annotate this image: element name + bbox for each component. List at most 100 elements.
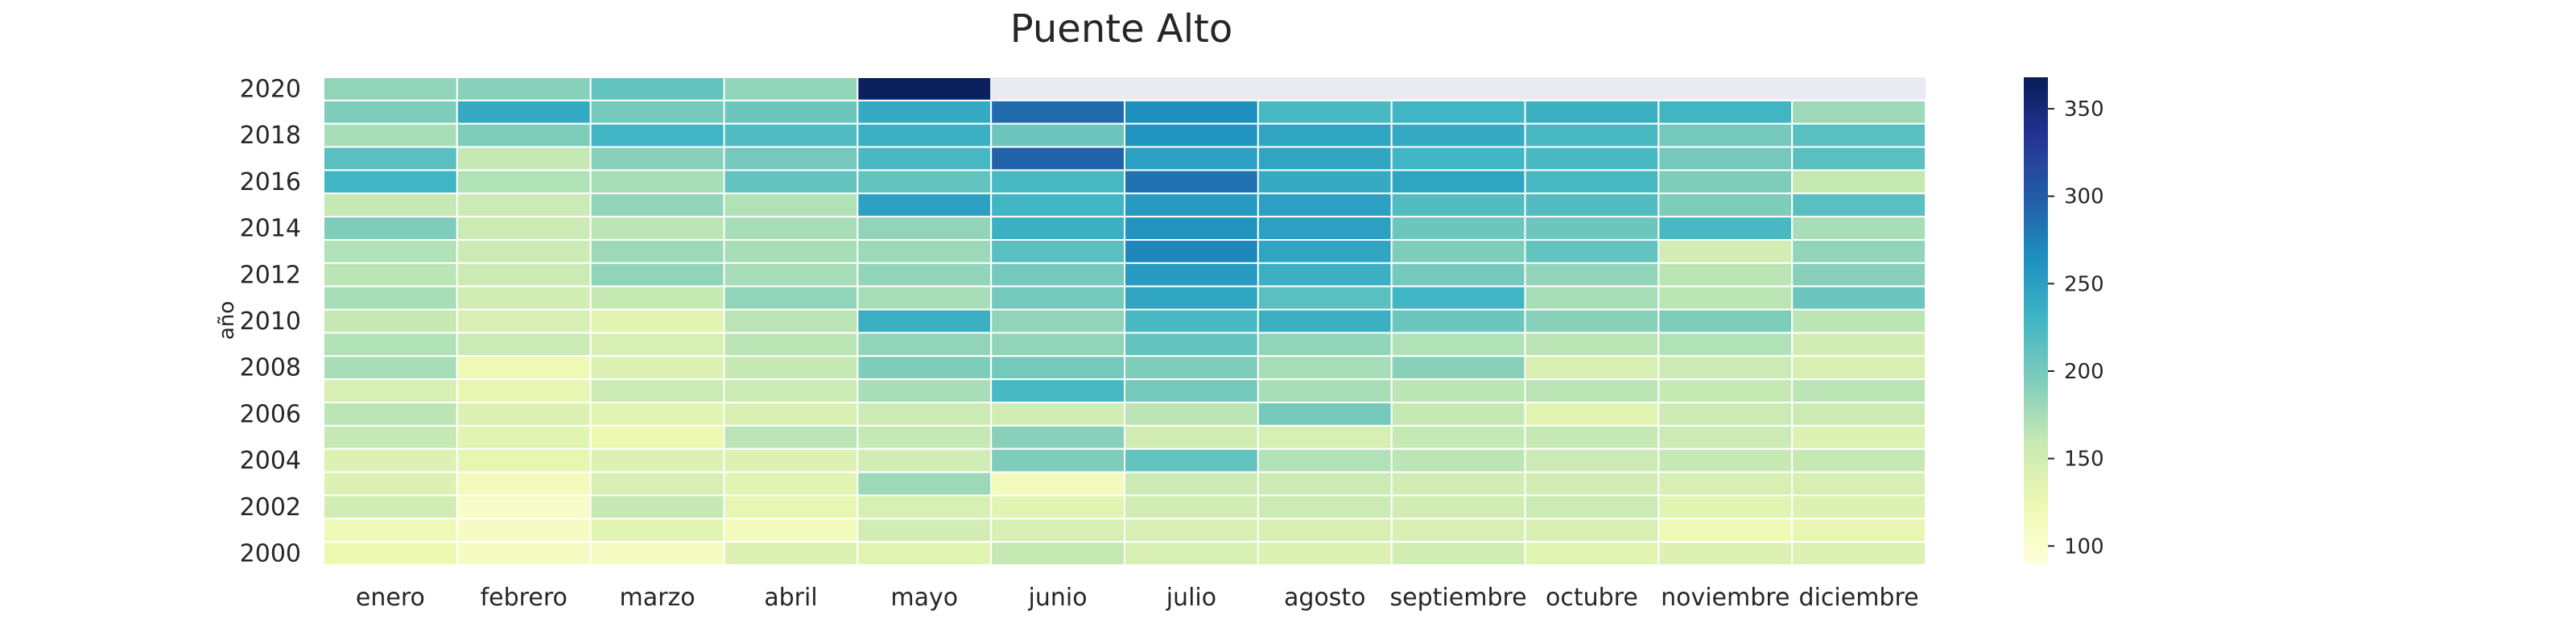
heatmap-cell	[1525, 77, 1659, 101]
heatmap-cell	[323, 122, 458, 148]
heatmap-cell	[857, 285, 993, 311]
heatmap-cell	[1791, 285, 1927, 311]
heatmap-cell	[1390, 216, 1526, 241]
heatmap-cell	[857, 192, 993, 218]
heatmap-cell	[1124, 541, 1259, 567]
heatmap-cell	[723, 146, 859, 171]
heatmap-cell	[589, 169, 725, 195]
heatmap-cell	[990, 471, 1125, 497]
heatmap-cell	[589, 192, 725, 218]
heatmap-cell	[990, 169, 1125, 195]
heatmap-cell	[1657, 424, 1794, 450]
heatmap-cell	[1257, 239, 1393, 264]
heatmap-cell	[323, 332, 458, 357]
heatmap-cell	[1791, 378, 1927, 403]
heatmap-cell	[857, 355, 993, 381]
x-tick-label: julio	[1166, 584, 1216, 612]
heatmap-cell	[723, 494, 859, 520]
heatmap-cell	[1657, 378, 1794, 403]
heatmap-cell	[456, 494, 592, 520]
heatmap-cell	[1390, 355, 1526, 381]
heatmap-cell	[456, 192, 592, 218]
heatmap-cell	[857, 541, 993, 567]
heatmap-cell	[323, 239, 458, 264]
colorbar	[2024, 77, 2048, 564]
heatmap-cell	[1257, 169, 1393, 195]
heatmap-cell	[1791, 192, 1927, 218]
chart-title: Puente Alto	[1010, 6, 1232, 52]
heatmap-cell	[857, 494, 993, 520]
heatmap-cell	[323, 471, 458, 497]
heatmap-cell	[1124, 308, 1259, 334]
y-tick-label: 2004	[240, 447, 301, 475]
heatmap-cell	[990, 448, 1125, 473]
heatmap-cell	[1791, 308, 1927, 334]
heatmap-cell	[1124, 239, 1259, 264]
heatmap-cell	[456, 262, 592, 287]
heatmap-cell	[456, 216, 592, 241]
heatmap-cell	[857, 448, 993, 473]
y-tick-label: 2018	[240, 122, 301, 150]
heatmap-cell	[1524, 332, 1660, 357]
colorbar-tick-label: 350	[2064, 97, 2104, 122]
heatmap-cell	[990, 308, 1125, 334]
heatmap-cell	[990, 122, 1125, 148]
heatmap-cell	[589, 424, 725, 450]
heatmap-cell	[990, 262, 1125, 287]
heatmap-cell	[1657, 518, 1794, 543]
heatmap-cell	[323, 424, 458, 450]
heatmap-cell	[589, 216, 725, 241]
heatmap-cell	[1124, 448, 1259, 473]
heatmap-cell	[1390, 402, 1526, 427]
heatmap-cell	[723, 308, 859, 334]
heatmap-cell	[1124, 216, 1259, 241]
heatmap-cell	[1124, 494, 1259, 520]
x-tick-label: febrero	[481, 584, 568, 612]
heatmap-cell	[589, 541, 725, 567]
heatmap-cell	[456, 448, 592, 473]
heatmap-cell	[990, 192, 1125, 218]
heatmap-cell	[1524, 424, 1660, 450]
heatmap-cell	[723, 332, 859, 357]
heatmap-cell	[991, 77, 1125, 101]
heatmap-cell	[1257, 262, 1393, 287]
heatmap-cell	[1390, 332, 1526, 357]
heatmap-cell	[1791, 99, 1927, 125]
heatmap-cell	[589, 471, 725, 497]
heatmap-cell	[1524, 99, 1660, 125]
heatmap-cell	[323, 378, 458, 403]
heatmap-cell	[1391, 77, 1525, 101]
heatmap-cell	[723, 122, 859, 148]
colorbar-tick-label: 250	[2064, 272, 2104, 296]
colorbar-tick-label: 200	[2064, 360, 2104, 384]
heatmap-cell	[723, 262, 859, 287]
heatmap-cell	[723, 471, 859, 497]
heatmap-cell	[1257, 518, 1393, 543]
heatmap-cell	[1657, 332, 1794, 357]
heatmap-cell	[723, 424, 859, 450]
heatmap-cell	[1124, 169, 1259, 195]
heatmap-cell	[1257, 192, 1393, 218]
heatmap-cell	[456, 239, 592, 264]
heatmap-cell	[323, 76, 458, 101]
heatmap-cell	[589, 285, 725, 311]
heatmap-cell	[1390, 308, 1526, 334]
heatmap-cell	[857, 216, 993, 241]
heatmap-cell	[990, 355, 1125, 381]
heatmap-cell	[589, 332, 725, 357]
x-tick-label: septiembre	[1390, 584, 1527, 612]
heatmap-cell	[1390, 285, 1526, 311]
heatmap-cell	[1124, 146, 1259, 171]
heatmap-cell	[1257, 122, 1393, 148]
heatmap-cell	[589, 355, 725, 381]
heatmap-cell	[857, 262, 993, 287]
heatmap-cell	[723, 378, 859, 403]
heatmap-cell	[1791, 471, 1927, 497]
heatmap-cell	[323, 216, 458, 241]
x-tick-label: mayo	[890, 584, 958, 612]
heatmap-cell	[1524, 169, 1660, 195]
heatmap-cell	[1657, 402, 1794, 427]
heatmap-cell	[990, 378, 1125, 403]
heatmap-cell	[1390, 471, 1526, 497]
colorbar-tick-label: 300	[2064, 185, 2104, 209]
